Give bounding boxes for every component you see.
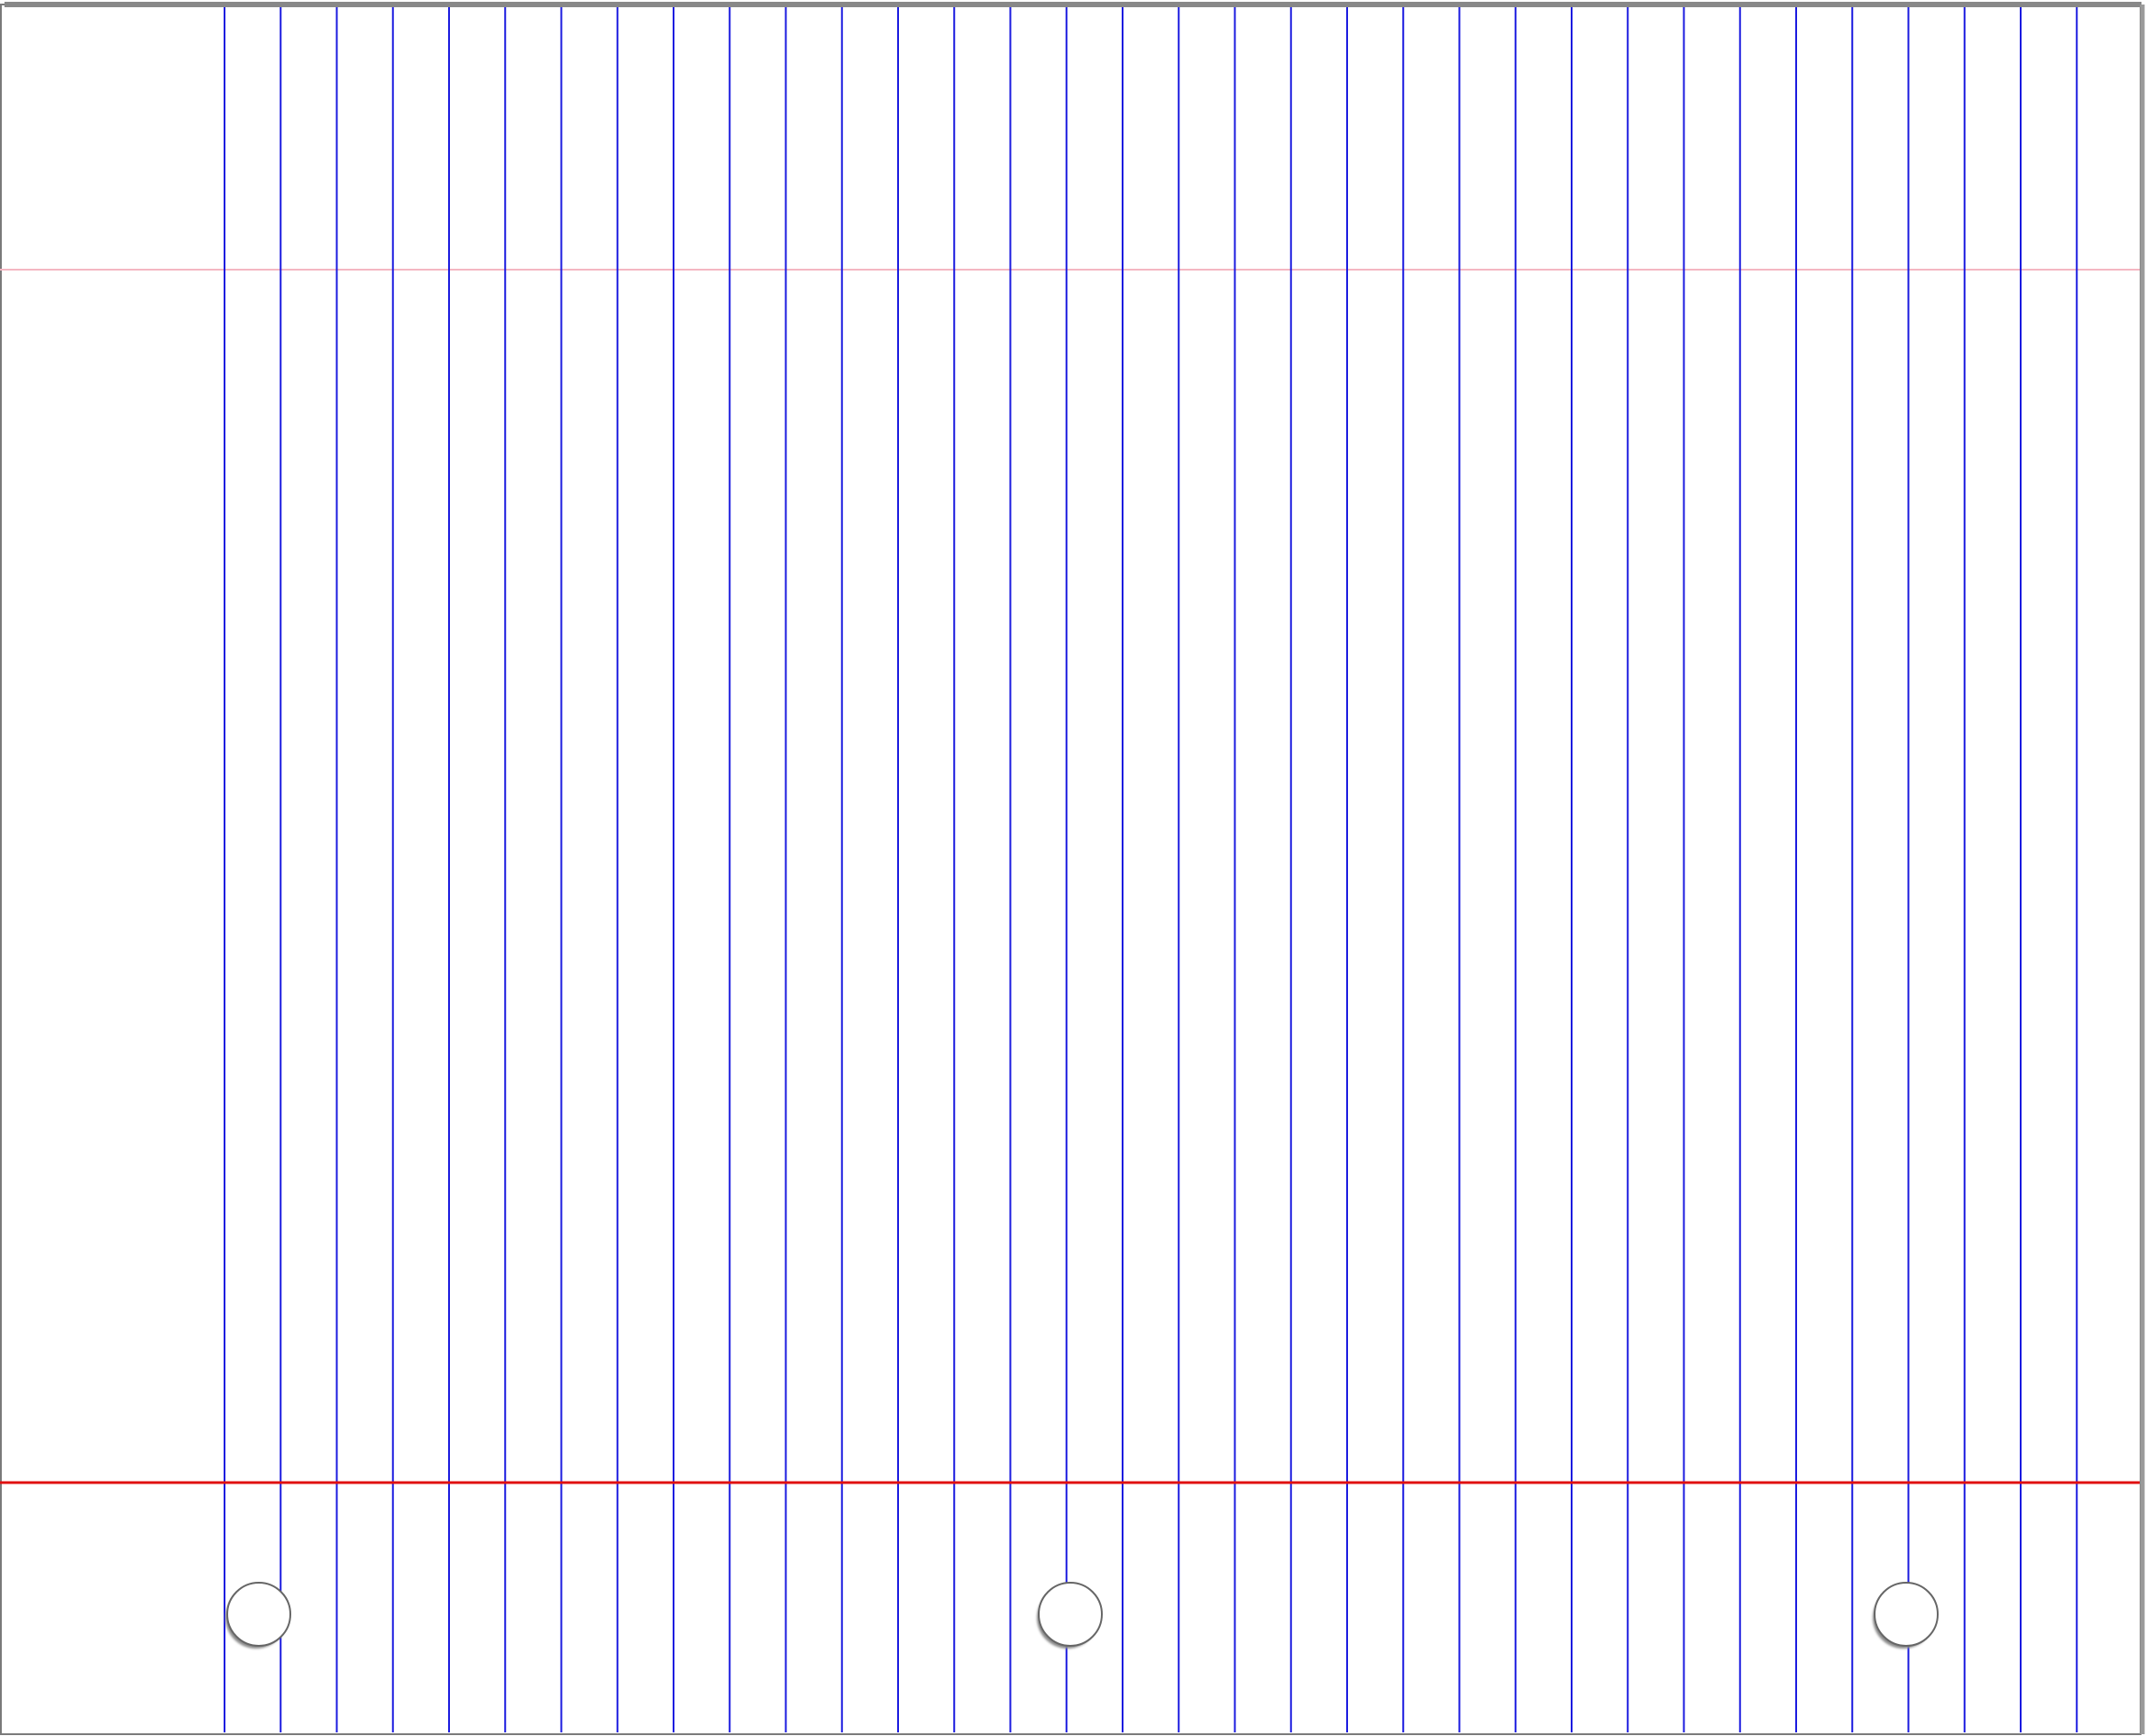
punch-hole bbox=[225, 1582, 291, 1649]
punch-hole bbox=[1873, 1582, 1939, 1649]
punch-holes bbox=[225, 1582, 1939, 1649]
punch-hole-circle bbox=[1038, 1582, 1103, 1647]
ruled-lines bbox=[224, 7, 2078, 1732]
punch-hole-circle bbox=[226, 1582, 291, 1647]
punch-hole-circle bbox=[1874, 1582, 1939, 1647]
punch-hole bbox=[1037, 1582, 1103, 1649]
